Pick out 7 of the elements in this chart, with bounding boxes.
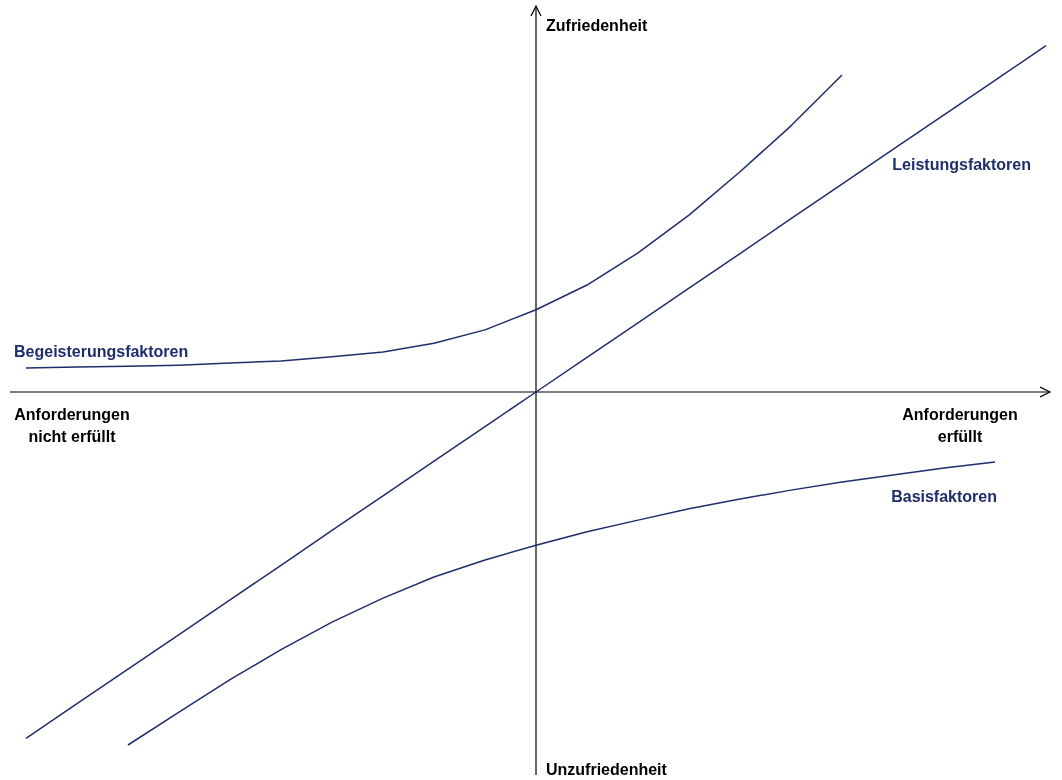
annotation: Anforderungen nicht erfüllt: [14, 406, 130, 445]
series-label: Leistungsfaktoren: [892, 155, 1031, 173]
y-axis-title: Zufriedenheit: [546, 17, 649, 34]
text: Unzufriedenheit: [546, 761, 668, 778]
x-axis-title: Anforderungen erfüllt: [902, 406, 1018, 445]
series-label: Basisfaktoren: [891, 487, 997, 505]
series-label: Begeisterungsfaktoren: [14, 343, 189, 360]
